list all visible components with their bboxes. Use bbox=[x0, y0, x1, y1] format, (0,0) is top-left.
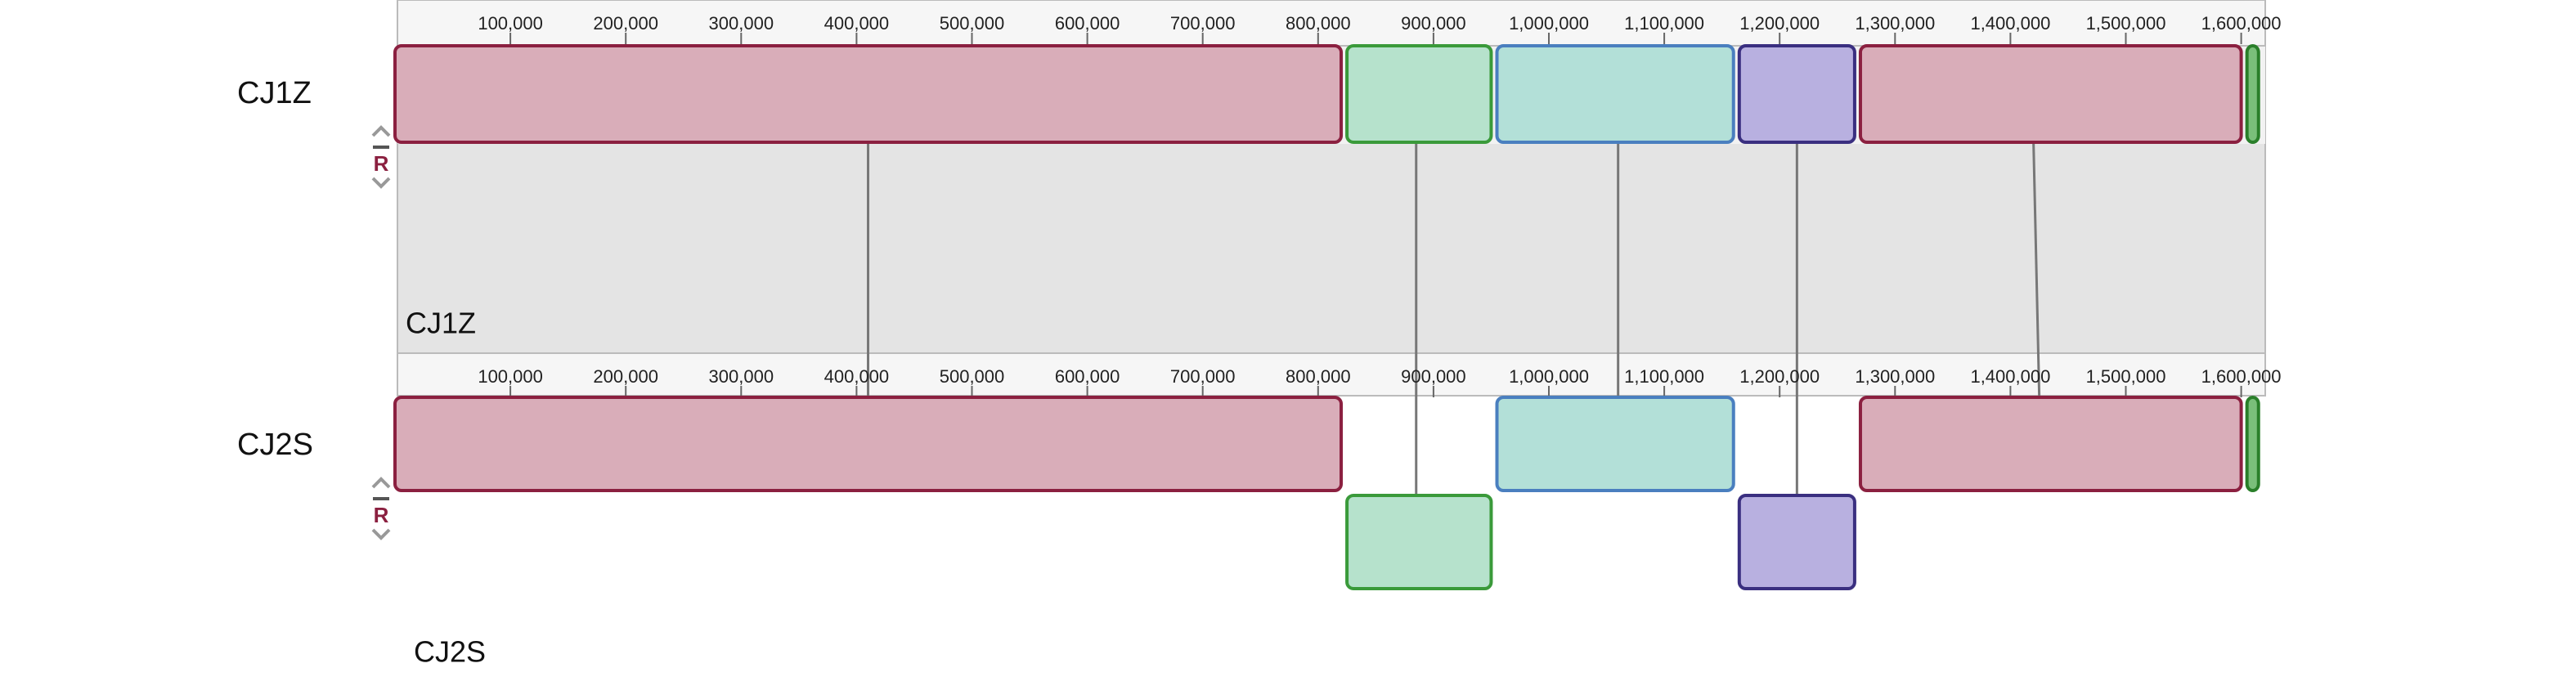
lcb-block bbox=[2245, 396, 2260, 492]
ruler-tick-label: 100,000 bbox=[478, 13, 543, 34]
ruler-tick-label: 1,400,000 bbox=[1970, 13, 2050, 34]
ruler-tick-label: 700,000 bbox=[1170, 13, 1236, 34]
ruler-tick-label: 600,000 bbox=[1055, 13, 1120, 34]
ruler-tick-label: 1,500,000 bbox=[2086, 366, 2166, 387]
ruler-tick-label: 300,000 bbox=[709, 13, 774, 34]
ruler-tick-label: 1,300,000 bbox=[1855, 13, 1935, 34]
ruler-tick-label: 400,000 bbox=[824, 13, 890, 34]
scroll-up bbox=[371, 125, 391, 137]
scroll-down bbox=[371, 528, 391, 540]
lcb-block bbox=[1495, 44, 1735, 144]
ruler-tick-label: 200,000 bbox=[593, 366, 658, 387]
ruler-2 bbox=[397, 352, 2266, 397]
ruler-tick-label: 1,200,000 bbox=[1739, 13, 1820, 34]
ruler-tick-label: 1,100,000 bbox=[1624, 13, 1704, 34]
lcb-block bbox=[1737, 44, 1856, 144]
ruler-tick-label: 100,000 bbox=[478, 366, 543, 387]
ruler-tick-label: 900,000 bbox=[1401, 366, 1466, 387]
ruler-tick-label: 500,000 bbox=[940, 366, 1005, 387]
scroll-down bbox=[371, 177, 391, 189]
control-label: R bbox=[374, 503, 389, 527]
ruler-tick-label: 800,000 bbox=[1286, 366, 1351, 387]
lcb-block bbox=[1737, 494, 1856, 590]
genome-inner-label: CJ1Z bbox=[406, 307, 476, 340]
ruler-tick-label: 1,000,000 bbox=[1509, 13, 1589, 34]
ruler-tick-label: 1,300,000 bbox=[1855, 366, 1935, 387]
ruler-tick-label: 700,000 bbox=[1170, 366, 1236, 387]
lcb-block bbox=[393, 44, 1344, 144]
ruler-tick-label: 400,000 bbox=[824, 366, 890, 387]
ruler-tick-label: 500,000 bbox=[940, 13, 1005, 34]
ruler-1 bbox=[397, 0, 2266, 47]
lcb-block bbox=[1858, 44, 2243, 144]
ruler-tick-label: 300,000 bbox=[709, 366, 774, 387]
ruler-tick-label: 1,200,000 bbox=[1739, 366, 1820, 387]
lcb-block bbox=[393, 396, 1344, 492]
lcb-block bbox=[2245, 44, 2260, 144]
ruler-tick-label: 900,000 bbox=[1401, 13, 1466, 34]
lcb-block bbox=[1345, 494, 1493, 590]
ruler-tick-label: 1,100,000 bbox=[1624, 366, 1704, 387]
genome-label: CJ1Z bbox=[237, 76, 312, 110]
ruler-tick-label: 1,600,000 bbox=[2201, 13, 2282, 34]
scroll-up bbox=[371, 477, 391, 489]
ruler-tick-label: 200,000 bbox=[593, 13, 658, 34]
ruler-tick-label: 1,400,000 bbox=[1970, 366, 2050, 387]
ruler-tick-label: 1,500,000 bbox=[2086, 13, 2166, 34]
ruler-tick-label: 600,000 bbox=[1055, 366, 1120, 387]
genome-label: CJ2S bbox=[237, 428, 313, 462]
lcb-block bbox=[1345, 44, 1493, 144]
control-label: R bbox=[374, 151, 389, 176]
ruler-tick-label: 800,000 bbox=[1286, 13, 1351, 34]
lcb-block bbox=[1858, 396, 2243, 492]
connection-line bbox=[2032, 141, 2041, 398]
genome-inner-label: CJ2S bbox=[414, 635, 486, 669]
ruler-tick-label: 1,000,000 bbox=[1509, 366, 1589, 387]
lcb-block bbox=[1495, 396, 1735, 492]
ruler-tick-label: 1,600,000 bbox=[2201, 366, 2282, 387]
